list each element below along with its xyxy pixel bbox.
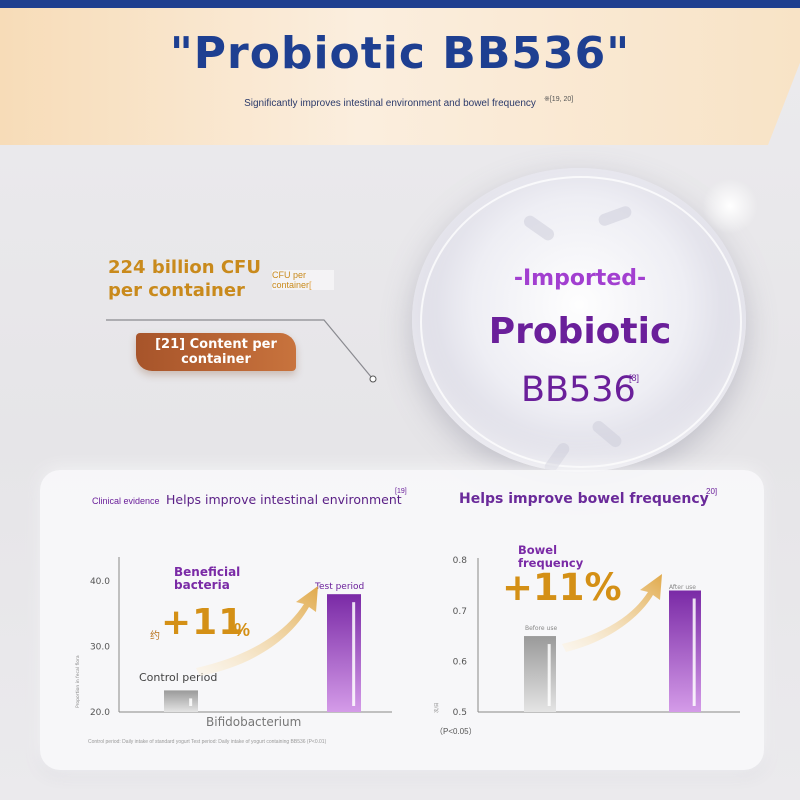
evidence-card (40, 470, 764, 770)
sparkle-icon (700, 176, 760, 236)
right-y-tick-label: 0.5 (453, 708, 467, 718)
right-y-tick-label: 0.7 (453, 607, 467, 617)
approx-label: 约 (150, 631, 160, 642)
right-y-tick-label: 0.8 (453, 556, 468, 566)
chart-footnote: Control period: Daily intake of standard… (88, 739, 327, 745)
strain-reference: [8] (629, 373, 640, 383)
left-x-axis-label: Bifidobacterium (206, 715, 301, 729)
right-y-tick-label: 0.6 (453, 657, 468, 667)
growth-arrow-icon (562, 574, 662, 652)
left-category-label: Control period (139, 671, 217, 684)
right-heading-reference: 20] (706, 487, 718, 496)
left-y-axis-label: Proportion in fecal flora (75, 655, 81, 708)
cfu-amount: 224 billion CFU per container (108, 257, 261, 301)
sphere-rim (420, 176, 742, 468)
bowel-frequency-label: Bowel frequency (518, 543, 584, 570)
imported-label: -Imported- (513, 266, 647, 291)
clinical-evidence-tag: Clinical evidence (92, 496, 160, 506)
right-category-label: After use (669, 584, 696, 591)
growth-arrow-icon (196, 586, 318, 676)
cfu-unit-note: CFU per container[ (272, 270, 334, 290)
percent-sign: % (234, 620, 251, 640)
left-y-tick-label: 40.0 (90, 577, 110, 587)
left-chart-heading: Helps improve intestinal environment (166, 492, 402, 507)
right-bar (669, 590, 701, 712)
beneficial-bacteria-label: Beneficial bacteria (174, 565, 241, 592)
right-chart-heading: Helps improve bowel frequency (459, 491, 709, 507)
bowel-frequency-increase: +11% (502, 566, 622, 609)
right-y-axis-label: 次/日 (433, 702, 440, 713)
right-bar-highlight (692, 598, 696, 706)
left-heading-reference: [19] (395, 488, 407, 495)
right-bar-highlight (547, 644, 551, 706)
header-banner (0, 8, 800, 145)
page-subtitle: Significantly improves intestinal enviro… (244, 98, 536, 109)
top-bar (0, 0, 800, 8)
left-bar-highlight (189, 698, 193, 706)
p-value: （P<0.05） (435, 727, 477, 736)
left-y-tick-label: 20.0 (90, 708, 110, 718)
left-bar (164, 690, 198, 712)
left-category-label: Test period (314, 582, 364, 592)
left-bar-highlight (352, 602, 356, 706)
left-y-tick-label: 30.0 (90, 643, 110, 653)
beneficial-bacteria-increase: +11 (161, 602, 245, 643)
content-per-container-badge: [21] Content per container (136, 333, 296, 371)
right-bar (524, 636, 556, 712)
right-category-label: Before use (525, 625, 557, 632)
subtitle-reference: ※[19, 20] (544, 96, 574, 103)
left-bar (327, 594, 361, 712)
product-name: Probiotic (488, 311, 672, 352)
page-title: "Probiotic BB536" (169, 28, 631, 79)
strain-name: BB536 (521, 370, 636, 410)
